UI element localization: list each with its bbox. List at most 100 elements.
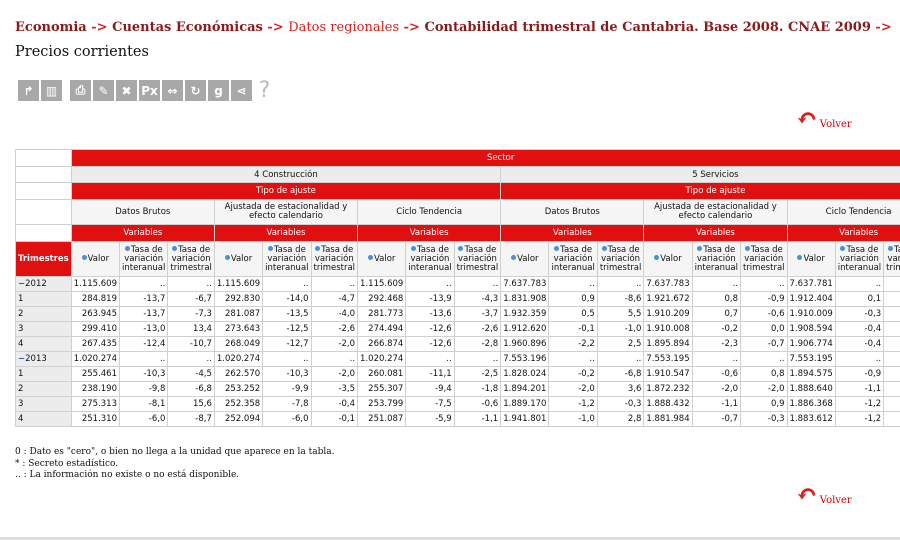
info-dot-icon[interactable]: [654, 254, 660, 260]
breadcrumb-datos-regionales[interactable]: Datos regionales: [288, 20, 400, 35]
data-cell: -2,3: [691, 336, 741, 352]
data-cell: -9,8: [118, 381, 169, 397]
data-cell: ..: [405, 351, 455, 367]
data-cell: 1.020.274: [357, 351, 407, 367]
google-icon[interactable]: g: [208, 80, 229, 101]
volver-button-bottom[interactable]: ↶ Volver: [796, 482, 852, 508]
link-icon[interactable]: ⇔: [162, 80, 183, 101]
breadcrumb-contabilidad[interactable]: Contabilidad trimestral de Cantabria. Ba…: [424, 20, 871, 35]
edit-icon[interactable]: ✎: [93, 80, 114, 101]
info-dot-icon[interactable]: [315, 245, 321, 251]
column-header[interactable]: Valor: [357, 241, 407, 277]
excel-icon[interactable]: ✖: [116, 80, 137, 101]
data-cell: -7,8: [262, 396, 312, 412]
info-dot-icon[interactable]: [458, 245, 464, 251]
column-header[interactable]: Tasa de variación trimestral: [453, 241, 502, 277]
breadcrumb-cuentas[interactable]: Cuentas Económicas: [112, 20, 263, 35]
print-icon[interactable]: ⎙: [70, 80, 91, 101]
column-header-label: Valor: [87, 253, 110, 264]
data-table: Sector 4 Construcción 5 Servicios Tipo de a…: [15, 149, 900, 427]
chart-icon[interactable]: ▥: [41, 80, 62, 101]
data-cell: ..: [405, 276, 455, 292]
table-row: 3 299.410 -13,0 13,4 273.643 -12,5 -2,6 274.494…: [15, 321, 900, 337]
data-cell: 7.637.783: [643, 276, 693, 292]
column-header[interactable]: Tasa de variación interanual: [548, 241, 598, 277]
data-cell: 1.906.774: [786, 336, 836, 352]
info-dot-icon[interactable]: [887, 245, 893, 251]
corner-cell: [15, 166, 72, 183]
info-dot-icon[interactable]: [511, 254, 517, 260]
info-dot-icon[interactable]: [840, 245, 846, 251]
volver-button-top[interactable]: ↶ Volver: [796, 106, 852, 132]
help-icon[interactable]: ?: [258, 78, 271, 103]
column-header[interactable]: Valor: [70, 241, 121, 277]
info-dot-icon[interactable]: [601, 245, 607, 251]
column-header[interactable]: Tasa de variación interanual: [834, 241, 885, 277]
data-cell: -1,1: [834, 381, 885, 397]
data-cell: ..: [739, 276, 788, 292]
row-label: 2: [15, 306, 72, 322]
info-dot-icon[interactable]: [797, 254, 803, 260]
data-cell: 252.094: [213, 411, 264, 427]
data-cell: -2,0: [310, 336, 359, 352]
px-icon[interactable]: Px: [139, 80, 160, 101]
info-dot-icon[interactable]: [81, 254, 87, 260]
data-cell: -2,0: [691, 381, 741, 397]
data-cell: 0,1: [834, 291, 885, 307]
info-dot-icon[interactable]: [554, 245, 560, 251]
data-cell: -8,6: [596, 291, 645, 307]
data-cell: 1.894.575: [786, 366, 836, 382]
volver-label: Volver: [819, 119, 852, 130]
info-dot-icon[interactable]: [411, 245, 416, 251]
data-cell: 0,5: [548, 306, 598, 322]
row-label[interactable]: −2012: [15, 276, 72, 292]
column-header[interactable]: Tasa de variación interanual: [118, 241, 169, 277]
info-dot-icon[interactable]: [744, 245, 750, 251]
collapse-icon[interactable]: −: [18, 279, 26, 289]
info-dot-icon[interactable]: [697, 245, 703, 251]
column-header-label: Tasa de variación interanual: [265, 244, 309, 273]
row-label[interactable]: −2013: [15, 351, 72, 367]
data-cell: -0,9: [834, 366, 885, 382]
info-dot-icon[interactable]: [367, 254, 373, 260]
column-header[interactable]: Valor: [213, 241, 264, 277]
column-header[interactable]: Valor: [500, 241, 550, 277]
variables-header: Variables: [70, 224, 215, 242]
data-cell: -13,5: [262, 306, 312, 322]
column-header[interactable]: Tasa de variación trimestral: [739, 241, 788, 277]
column-header[interactable]: Valor: [643, 241, 693, 277]
column-header[interactable]: Tasa de variación interanual: [405, 241, 455, 277]
info-dot-icon[interactable]: [267, 245, 273, 251]
data-cell: -13,9: [405, 291, 455, 307]
legend-notes: 0 : Dato es "cero", o bien no llega a la…: [15, 447, 334, 482]
data-cell: 13,4: [167, 321, 215, 337]
column-header[interactable]: Tasa de variación trimestral: [310, 241, 359, 277]
share-icon[interactable]: ⋖: [231, 80, 252, 101]
info-dot-icon[interactable]: [172, 245, 178, 251]
column-header[interactable]: Tasa de variación trimestral: [883, 241, 900, 277]
column-header[interactable]: Tasa de variación interanual: [691, 241, 741, 277]
data-cell: -6,8: [596, 366, 645, 382]
data-cell: 1.910.009: [786, 306, 836, 322]
data-cell: -2,8: [453, 336, 502, 352]
column-header[interactable]: Valor: [786, 241, 836, 277]
column-header[interactable]: Tasa de variación trimestral: [167, 241, 215, 277]
pivot-icon[interactable]: ↱: [18, 80, 39, 101]
table-row: 3 275.313 -8,1 15,6 252.358 -7,8 -0,4 253.799 -7…: [15, 396, 900, 412]
data-cell: 1.115.609: [213, 276, 264, 292]
info-dot-icon[interactable]: [224, 254, 230, 260]
refresh-icon[interactable]: ↻: [185, 80, 206, 101]
data-cell: 1.881.984: [643, 411, 693, 427]
breadcrumb-separator: ->: [403, 20, 420, 35]
data-cell: ..: [167, 351, 215, 367]
data-cell: ..: [548, 276, 598, 292]
data-cell: ..: [310, 351, 359, 367]
column-header-label: Valor: [803, 253, 825, 264]
info-dot-icon[interactable]: [124, 245, 130, 251]
collapse-icon[interactable]: −: [18, 354, 26, 364]
column-header[interactable]: Tasa de variación interanual: [262, 241, 312, 277]
column-header[interactable]: Tasa de variación trimestral: [596, 241, 645, 277]
data-cell: 1.894.201: [500, 381, 550, 397]
breadcrumb-economia[interactable]: Economia: [15, 20, 87, 35]
data-cell: ..: [453, 276, 502, 292]
